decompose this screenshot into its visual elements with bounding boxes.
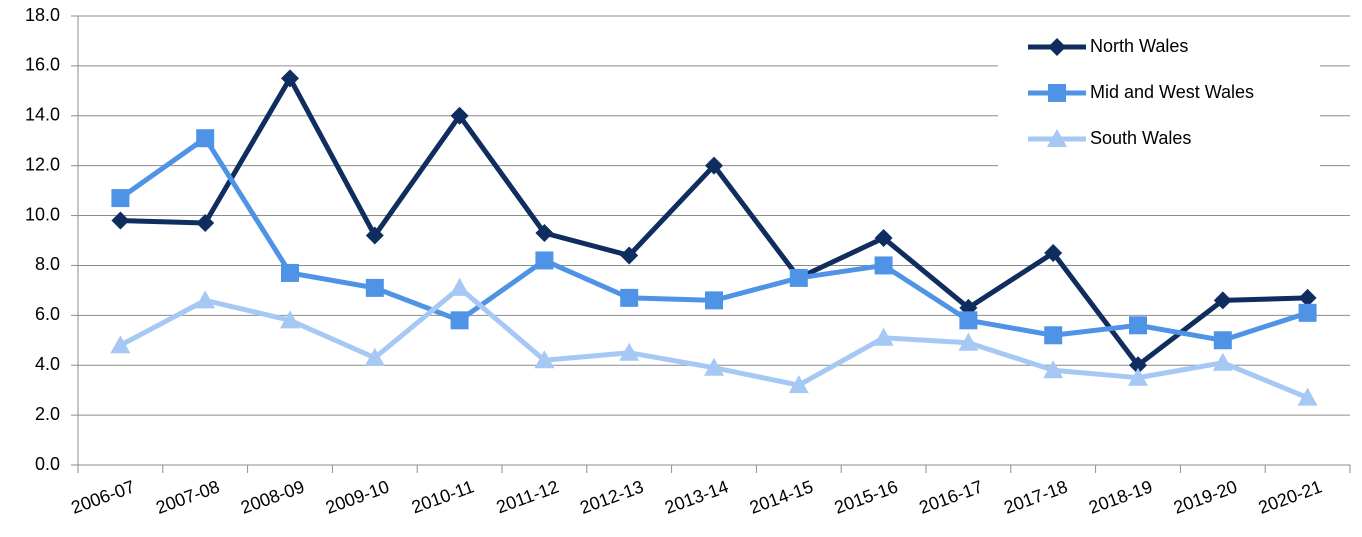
x-tick-label: 2007-08 — [153, 476, 222, 517]
legend-marker — [1047, 129, 1067, 147]
y-tick-label: 10.0 — [25, 204, 60, 224]
y-tick-label: 0.0 — [35, 454, 60, 474]
data-point — [450, 106, 469, 125]
data-point — [535, 224, 554, 243]
data-point — [1213, 291, 1232, 310]
data-point — [364, 347, 385, 366]
legend-marker — [1048, 38, 1066, 56]
data-point — [365, 226, 384, 245]
data-point — [620, 246, 639, 265]
y-tick-label: 4.0 — [35, 354, 60, 374]
y-tick-label: 6.0 — [35, 304, 60, 324]
data-point — [1044, 326, 1063, 345]
data-point — [280, 310, 300, 329]
data-point — [958, 332, 979, 351]
legend: North Wales Mid and West Wales South Wales — [998, 24, 1320, 184]
data-point — [534, 350, 555, 369]
data-point — [1297, 387, 1318, 406]
data-point — [1044, 243, 1063, 262]
data-point — [281, 263, 299, 282]
x-tick-label: 2016-17 — [916, 476, 985, 517]
data-point — [788, 375, 809, 394]
x-tick-label: 2012-13 — [577, 476, 646, 517]
data-point — [111, 211, 130, 230]
data-point — [1129, 356, 1147, 375]
data-point — [789, 268, 808, 287]
data-point — [1128, 367, 1148, 386]
legend-label: Mid and West Wales — [1090, 82, 1254, 102]
data-point — [1043, 360, 1064, 379]
data-point — [1212, 352, 1233, 371]
data-point — [874, 256, 893, 275]
data-point — [619, 342, 640, 361]
y-tick-label: 14.0 — [25, 105, 60, 125]
x-tick-label: 2017-18 — [1001, 476, 1070, 517]
data-point — [450, 311, 469, 330]
legend-marker — [1048, 84, 1066, 102]
legend-box — [998, 24, 1320, 184]
data-point — [535, 251, 554, 270]
data-point — [873, 327, 894, 346]
data-point — [704, 357, 724, 376]
x-tick-label: 2018-19 — [1086, 476, 1155, 517]
y-tick-label: 16.0 — [25, 55, 60, 75]
x-tick-label: 2015-16 — [832, 476, 901, 517]
data-point — [111, 189, 130, 208]
data-point — [449, 277, 470, 296]
y-tick-label: 2.0 — [35, 404, 60, 424]
x-tick-label: 2009-10 — [323, 476, 392, 517]
data-point — [705, 291, 723, 310]
x-tick-label: 2013-14 — [662, 476, 731, 517]
x-tick-label: 2010-11 — [409, 476, 477, 517]
data-point — [196, 214, 215, 233]
data-point — [620, 288, 639, 307]
data-point — [110, 335, 131, 354]
data-point — [281, 69, 299, 88]
data-point — [1129, 316, 1147, 335]
y-tick-label: 8.0 — [35, 254, 60, 274]
data-point — [959, 311, 978, 330]
data-point — [705, 156, 723, 175]
y-tick-label: 18.0 — [25, 5, 60, 25]
data-point — [1213, 331, 1232, 350]
legend-label: North Wales — [1090, 36, 1188, 56]
x-tick-label: 2020-21 — [1256, 476, 1325, 517]
data-point — [874, 229, 893, 248]
data-point — [1298, 288, 1317, 307]
x-tick-label: 2008-09 — [238, 476, 307, 517]
legend-label: South Wales — [1090, 128, 1191, 148]
x-tick-label: 2014-15 — [747, 476, 816, 517]
data-point — [365, 278, 384, 297]
data-point — [196, 129, 215, 148]
x-tick-label: 2019-20 — [1171, 476, 1240, 517]
y-tick-label: 12.0 — [25, 154, 60, 174]
data-point — [1298, 303, 1317, 322]
data-point — [195, 290, 216, 309]
x-tick-label: 2006-07 — [68, 476, 137, 517]
x-tick-label: 2011-12 — [494, 476, 562, 517]
